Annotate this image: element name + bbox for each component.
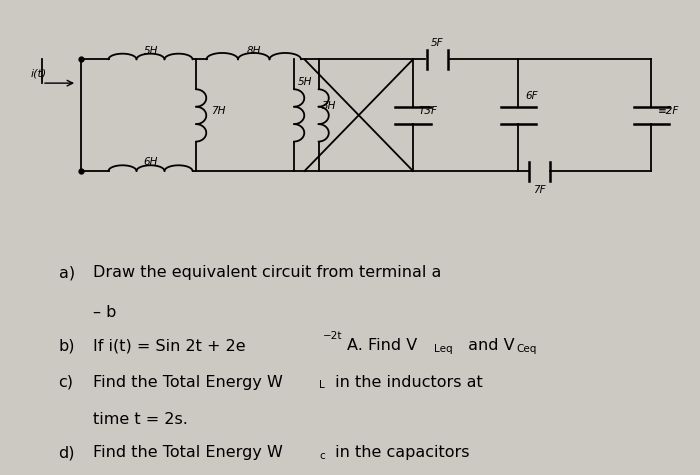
Text: c: c [319,451,325,461]
Text: i(t): i(t) [30,68,47,79]
Text: If i(t) = Sin 2t + 2e: If i(t) = Sin 2t + 2e [93,338,246,353]
Text: 5H: 5H [298,77,312,87]
Text: −2t: −2t [323,332,342,342]
Text: Find the Total Energy W: Find the Total Energy W [93,375,283,390]
Text: Draw the equivalent circuit from terminal a: Draw the equivalent circuit from termina… [93,265,441,280]
Text: 7F: 7F [533,185,545,195]
Text: Ceq: Ceq [517,344,537,354]
Text: in the inductors at: in the inductors at [330,375,482,390]
Text: d): d) [59,446,75,460]
Text: – b: – b [93,305,116,320]
Text: 5F: 5F [431,38,444,48]
Text: time t = 2s.: time t = 2s. [93,412,188,428]
Text: T3F: T3F [419,105,438,116]
Text: 7H: 7H [211,105,226,116]
Text: 6H: 6H [144,157,158,167]
Text: and V: and V [463,338,515,353]
Text: Find the Total Energy W: Find the Total Energy W [93,446,283,460]
Text: a): a) [59,265,75,280]
Text: 6F: 6F [525,91,538,102]
Text: ≡2F: ≡2F [658,105,680,116]
Text: 5H: 5H [144,46,158,56]
Text: Leq: Leq [434,344,452,354]
Text: L: L [319,380,325,390]
Text: 8H: 8H [246,46,261,56]
Text: c): c) [59,375,74,390]
Text: 3H: 3H [322,101,337,111]
Text: A. Find V: A. Find V [346,338,417,353]
Text: in the capacitors: in the capacitors [330,446,469,460]
Text: b): b) [59,338,75,353]
